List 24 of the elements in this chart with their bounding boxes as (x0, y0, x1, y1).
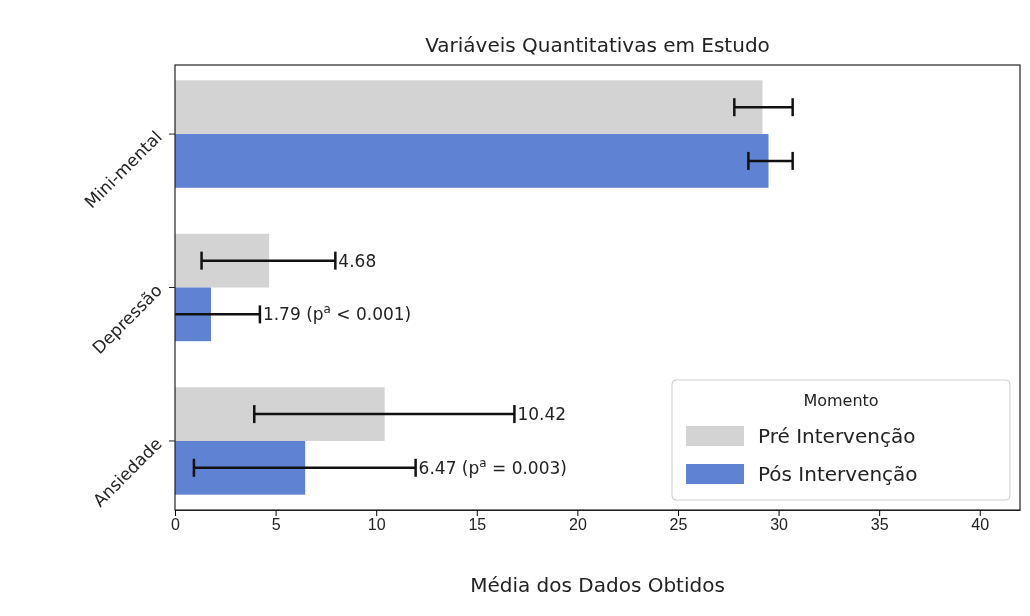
chart-title: Variáveis Quantitativas em Estudo (425, 33, 770, 57)
x-tick-label: 30 (770, 516, 789, 534)
bar (175, 80, 763, 135)
legend-label: Pré Intervenção (758, 424, 916, 448)
x-tick-label: 20 (568, 516, 587, 534)
annotation: 1.79 (p$^{a}$ < 0.001) (262, 302, 412, 325)
x-tick-label: 5 (271, 516, 281, 534)
legend-label: Pós Intervenção (758, 462, 918, 486)
x-tick-label: 40 (971, 516, 990, 534)
bar (175, 287, 212, 342)
annotation: 4.68 (338, 250, 377, 271)
bar (175, 233, 270, 288)
x-tick-label: 25 (669, 516, 688, 534)
bar (175, 134, 769, 188)
x-axis-title: Média dos Dados Obtidos (470, 573, 725, 597)
x-tick-label: 15 (468, 516, 487, 534)
annotation: 6.47 (p$^{a}$ = 0.003) (418, 455, 567, 478)
bar (175, 387, 385, 441)
bar (175, 440, 306, 495)
x-tick-label: 0 (171, 516, 181, 534)
annotation: 10.42 (517, 404, 567, 425)
x-tick-label: 35 (870, 516, 889, 534)
x-tick-label: 10 (367, 516, 386, 534)
legend-title: Momento (803, 391, 879, 410)
